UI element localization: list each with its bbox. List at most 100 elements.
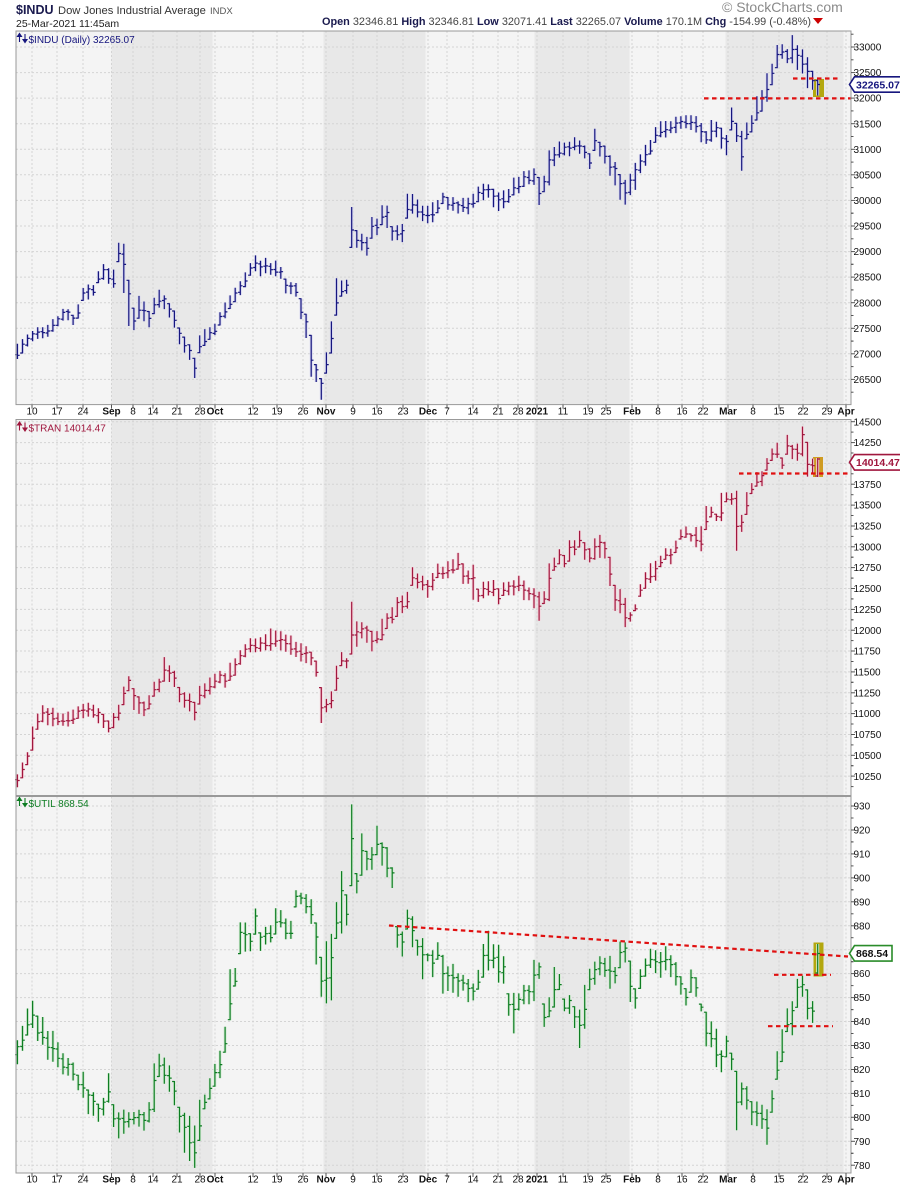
svg-text:Feb: Feb: [623, 1174, 641, 1185]
svg-text:28000: 28000: [854, 298, 882, 309]
svg-text:27500: 27500: [854, 324, 882, 335]
svg-text:13250: 13250: [854, 522, 882, 533]
svg-text:32000: 32000: [854, 94, 882, 105]
svg-text:12000: 12000: [854, 626, 882, 637]
svg-text:26: 26: [297, 1174, 309, 1185]
svg-text:Nov: Nov: [317, 1174, 336, 1185]
svg-text:28: 28: [194, 406, 206, 417]
svg-text:14250: 14250: [854, 438, 882, 449]
svg-text:12750: 12750: [854, 563, 882, 574]
svg-text:28: 28: [194, 1174, 206, 1185]
svg-text:12: 12: [247, 1174, 259, 1185]
svg-text:21: 21: [492, 1174, 504, 1185]
svg-text:$UTIL 868.54: $UTIL 868.54: [29, 799, 90, 810]
svg-text:23: 23: [397, 406, 409, 417]
svg-text:29: 29: [821, 1174, 833, 1185]
svg-text:24: 24: [77, 1174, 89, 1185]
svg-text:11250: 11250: [854, 688, 882, 699]
svg-text:Nov: Nov: [317, 406, 336, 417]
svg-text:840: 840: [854, 1017, 871, 1028]
svg-text:25: 25: [600, 1174, 612, 1185]
svg-text:29500: 29500: [854, 222, 882, 233]
svg-text:Apr: Apr: [837, 406, 854, 417]
svg-text:10500: 10500: [854, 751, 882, 762]
svg-text:13000: 13000: [854, 542, 882, 553]
svg-text:10: 10: [26, 406, 38, 417]
svg-text:$INDU: $INDU: [16, 3, 54, 17]
svg-text:23: 23: [397, 1174, 409, 1185]
svg-text:25: 25: [600, 406, 612, 417]
svg-text:7: 7: [444, 406, 450, 417]
svg-text:12500: 12500: [854, 584, 882, 595]
svg-text:2021: 2021: [526, 406, 549, 417]
svg-text:11: 11: [558, 406, 569, 417]
svg-text:7: 7: [444, 1174, 450, 1185]
svg-text:Apr: Apr: [837, 1174, 854, 1185]
svg-text:880: 880: [854, 921, 871, 932]
svg-text:12: 12: [247, 406, 259, 417]
svg-text:14: 14: [147, 1174, 159, 1185]
svg-text:27000: 27000: [854, 349, 882, 360]
svg-text:13750: 13750: [854, 480, 882, 491]
svg-text:16: 16: [676, 1174, 688, 1185]
svg-text:12250: 12250: [854, 605, 882, 616]
svg-text:Dec: Dec: [419, 1174, 438, 1185]
svg-text:29000: 29000: [854, 247, 882, 258]
svg-text:17: 17: [51, 406, 63, 417]
svg-text:28: 28: [512, 1174, 524, 1185]
svg-text:INDX: INDX: [210, 6, 233, 17]
svg-text:14: 14: [467, 406, 479, 417]
svg-text:25-Mar-2021 11:45am: 25-Mar-2021 11:45am: [16, 18, 119, 30]
svg-text:14: 14: [147, 406, 159, 417]
svg-text:8: 8: [655, 1174, 661, 1185]
svg-text:9: 9: [350, 406, 356, 417]
svg-text:8: 8: [655, 406, 661, 417]
svg-text:910: 910: [854, 850, 871, 861]
svg-text:28500: 28500: [854, 273, 882, 284]
svg-text:28: 28: [512, 406, 524, 417]
svg-text:22: 22: [697, 1174, 709, 1185]
svg-text:890: 890: [854, 897, 871, 908]
svg-text:Dec: Dec: [419, 406, 438, 417]
svg-text:30000: 30000: [854, 196, 882, 207]
svg-text:8: 8: [130, 406, 136, 417]
svg-text:26500: 26500: [854, 375, 882, 386]
svg-text:11000: 11000: [854, 709, 882, 720]
svg-text:Mar: Mar: [719, 406, 737, 417]
svg-text:860: 860: [854, 969, 871, 980]
svg-text:Sep: Sep: [102, 1174, 120, 1185]
svg-text:14014.47: 14014.47: [856, 457, 900, 469]
svg-text:14: 14: [467, 1174, 479, 1185]
svg-text:Dow Jones Industrial Average: Dow Jones Industrial Average: [58, 5, 206, 17]
svg-text:19: 19: [582, 406, 594, 417]
svg-text:15: 15: [773, 406, 785, 417]
svg-text:22: 22: [797, 406, 809, 417]
svg-text:21: 21: [171, 1174, 183, 1185]
svg-text:Oct: Oct: [207, 1174, 224, 1185]
svg-text:790: 790: [854, 1137, 871, 1148]
svg-text:16: 16: [371, 406, 383, 417]
svg-text:13500: 13500: [854, 501, 882, 512]
svg-text:10: 10: [26, 1174, 38, 1185]
svg-text:Feb: Feb: [623, 406, 641, 417]
svg-text:930: 930: [854, 802, 871, 813]
svg-text:780: 780: [854, 1161, 871, 1172]
svg-text:9: 9: [350, 1174, 356, 1185]
svg-text:22: 22: [797, 1174, 809, 1185]
svg-text:10750: 10750: [854, 730, 882, 741]
svg-text:810: 810: [854, 1089, 871, 1100]
svg-text:16: 16: [371, 1174, 383, 1185]
svg-text:11: 11: [558, 1174, 569, 1185]
svg-text:31000: 31000: [854, 145, 882, 156]
svg-text:14500: 14500: [854, 417, 882, 428]
svg-text:11500: 11500: [854, 668, 882, 679]
svg-text:16: 16: [676, 406, 688, 417]
svg-text:8: 8: [750, 1174, 756, 1185]
svg-text:$TRAN 14014.47: $TRAN 14014.47: [29, 424, 107, 435]
svg-text:15: 15: [773, 1174, 785, 1185]
svg-text:21: 21: [171, 406, 183, 417]
svg-text:33000: 33000: [854, 43, 882, 54]
svg-text:© StockCharts.com: © StockCharts.com: [722, 0, 843, 15]
svg-text:21: 21: [492, 406, 504, 417]
svg-text:29: 29: [821, 406, 833, 417]
